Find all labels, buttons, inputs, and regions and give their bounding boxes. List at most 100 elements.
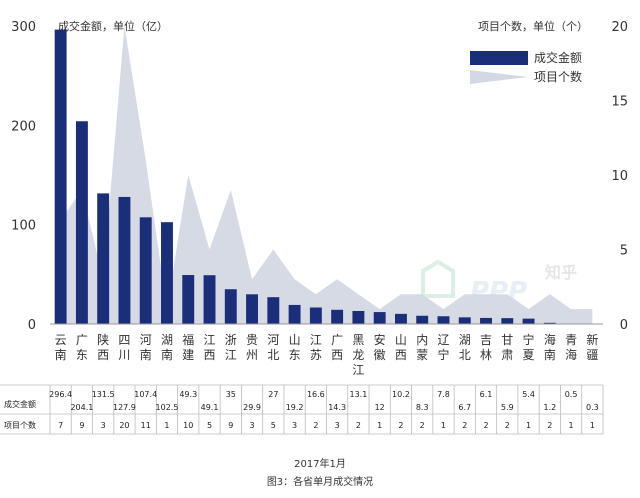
- table-cell-count: 2: [313, 421, 318, 430]
- table-cell-amount: 0.3: [586, 403, 599, 412]
- bar-内蒙: [416, 316, 428, 324]
- bar-河南: [140, 217, 152, 324]
- bar-浙江: [225, 289, 237, 324]
- x-tick-label: 云南: [55, 333, 67, 362]
- x-tick-label: 广西: [331, 333, 343, 362]
- table-cell-count: 5: [207, 421, 212, 430]
- table-row-label-count: 项目个数: [4, 420, 36, 430]
- x-tick-label: 新疆: [586, 332, 598, 362]
- y-right-axis-title: 项目个数，单位（个）: [478, 19, 588, 33]
- data-table: 成交金额项目个数296.4204.1131.5127.9107.4102.549…: [0, 385, 603, 434]
- watermark-house-icon: [423, 262, 453, 296]
- x-tick-label: 陕西: [97, 332, 109, 362]
- table-cell-amount: 127.9: [113, 403, 136, 412]
- table-cell-amount: 5.9: [501, 403, 514, 412]
- table-cell-amount: 107.4: [134, 390, 157, 399]
- table-cell-amount: 49.3: [179, 390, 197, 399]
- legend-swatch-count: [470, 70, 528, 84]
- x-tick-label: 甘肃: [501, 333, 513, 362]
- table-cell-count: 11: [141, 421, 151, 430]
- table-cell-amount: 6.1: [480, 390, 493, 399]
- y-right-tick-label: 0: [620, 318, 628, 333]
- table-row-label-amount: 成交金额: [4, 399, 36, 409]
- table-cell-amount: 0.5: [565, 390, 578, 399]
- x-tick-label: 广东: [76, 333, 88, 362]
- y-left-tick-label: 200: [11, 119, 36, 134]
- bar-湖南: [161, 222, 173, 324]
- caption-date: 2017年1月: [294, 457, 346, 470]
- table-cell-amount: 5.4: [522, 390, 535, 399]
- table-cell-count: 1: [377, 421, 382, 430]
- bar-广西: [331, 310, 343, 324]
- bar-福建: [182, 275, 194, 324]
- table-cell-count: 1: [441, 421, 446, 430]
- bar-吉林: [480, 318, 492, 324]
- table-cell-count: 2: [462, 421, 467, 430]
- table-cell-amount: 131.5: [92, 390, 115, 399]
- bar-甘肃: [501, 318, 513, 324]
- table-cell-count: 2: [505, 421, 510, 430]
- x-tick-label: 江西: [204, 333, 216, 362]
- bar-山西: [395, 314, 407, 324]
- bar-陕西: [97, 193, 109, 324]
- table-cell-count: 1: [164, 421, 169, 430]
- y-right-tick-label: 10: [611, 169, 628, 184]
- table-cell-count: 9: [79, 421, 84, 430]
- x-tick-label: 内蒙: [416, 333, 428, 362]
- bar-四川: [118, 197, 130, 324]
- x-tick-label: 浙江: [225, 333, 237, 362]
- x-tick-label: 宁夏: [523, 332, 535, 362]
- bar-宁夏: [523, 319, 535, 324]
- bar-贵州: [246, 294, 258, 324]
- table-cell-amount: 102.5: [156, 403, 179, 412]
- table-cell-count: 3: [250, 421, 255, 430]
- legend-label-count: 项目个数: [534, 69, 582, 84]
- bar-江苏: [310, 308, 322, 324]
- bar-辽宁: [438, 316, 450, 324]
- table-cell-amount: 19.2: [286, 403, 304, 412]
- table-cell-amount: 7.8: [437, 390, 450, 399]
- x-tick-label: 青海: [565, 333, 577, 362]
- table-cell-amount: 296.4: [49, 390, 72, 399]
- bar-黑龙江: [352, 311, 364, 324]
- x-tick-label: 安徽: [374, 332, 386, 362]
- x-tick-label: 辽宁: [437, 333, 449, 362]
- bar-湖北: [459, 317, 471, 324]
- table-cell-count: 2: [356, 421, 361, 430]
- table-cell-count: 3: [335, 421, 340, 430]
- x-tick-label: 山西: [395, 333, 407, 362]
- table-cell-count: 9: [228, 421, 233, 430]
- table-cell-amount: 14.3: [328, 403, 346, 412]
- bar-云南: [55, 30, 67, 324]
- x-tick-label: 黑龙江: [352, 333, 364, 377]
- table-cell-amount: 16.6: [307, 390, 325, 399]
- x-tick-label: 湖北: [459, 332, 471, 362]
- table-cell-count: 2: [547, 421, 552, 430]
- legend-label-amount: 成交金额: [534, 50, 582, 65]
- table-cell-amount: 29.9: [243, 403, 261, 412]
- table-cell-count: 5: [271, 421, 276, 430]
- table-cell-amount: 27: [268, 390, 278, 399]
- table-cell-count: 20: [119, 421, 129, 430]
- table-cell-count: 7: [58, 421, 63, 430]
- table-cell-count: 2: [483, 421, 488, 430]
- table-cell-amount: 10.2: [392, 390, 410, 399]
- y-left-axis-title: 成交金额，单位（亿）: [58, 19, 168, 33]
- x-tick-label: 吉林: [480, 333, 492, 362]
- bar-江西: [204, 275, 216, 324]
- table-cell-amount: 8.3: [416, 403, 429, 412]
- table-cell-amount: 12: [375, 403, 385, 412]
- caption-title: 图3：各省单月成交情况: [267, 475, 373, 488]
- x-tick-label: 福建: [182, 332, 194, 362]
- bar-河北: [267, 297, 279, 324]
- y-left-tick-label: 300: [11, 20, 36, 35]
- table-cell-count: 2: [420, 421, 425, 430]
- y-right-tick-label: 15: [611, 95, 628, 110]
- bar-山东: [289, 305, 301, 324]
- x-tick-label: 贵州: [246, 333, 258, 362]
- x-tick-label: 河北: [267, 333, 279, 362]
- bar-广东: [76, 121, 88, 324]
